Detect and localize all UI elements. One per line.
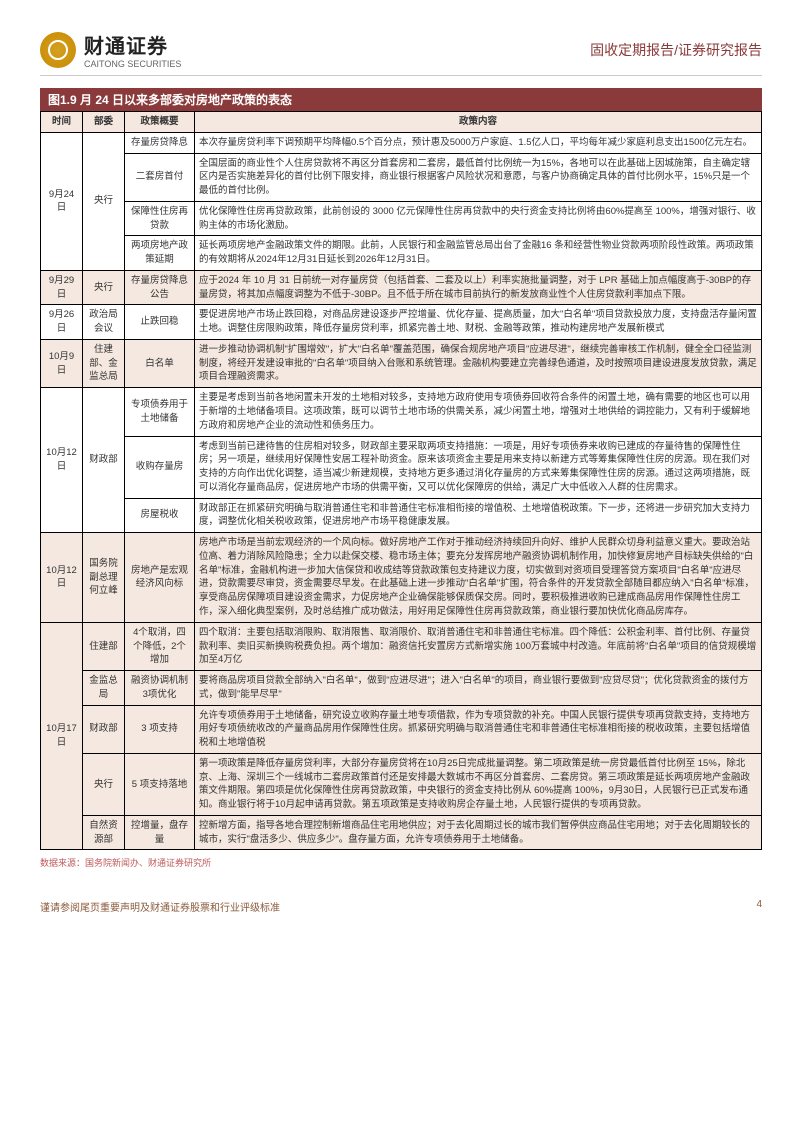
- cell-dept: 金监总局: [83, 671, 125, 706]
- cell-summary: 存量房贷降息公告: [125, 270, 195, 305]
- cell-dept: 央行: [83, 270, 125, 305]
- cell-content: 延长两项房地产金融政策文件的期限。此前，人民银行和金融监管总局出台了金融16 条…: [195, 236, 762, 271]
- page-number: 4: [756, 899, 762, 914]
- logo-icon: [40, 32, 76, 68]
- cell-summary: 二套房首付: [125, 153, 195, 201]
- table-row: 房屋税收财政部正在抓紧研究明确与取消普通住宅和非普通住宅标准相衔接的增值税、土地…: [41, 498, 762, 533]
- doc-type: 固收定期报告/证券研究报告: [590, 40, 762, 60]
- table-row: 9月26日政治局会议止跌回稳要促进房地产市场止跌回稳，对商品房建设逐步严控增量、…: [41, 305, 762, 340]
- cell-date: 9月29日: [41, 270, 83, 305]
- cell-summary: 控增量，盘存量: [125, 815, 195, 850]
- cell-summary: 4个取消，四个降低，2个增加: [125, 622, 195, 670]
- table-row: 收购存量房考虑到当前已建待售的住房相对较多，财政部主要采取两项支持措施：一项是，…: [41, 436, 762, 498]
- cell-dept: 政治局会议: [83, 305, 125, 340]
- cell-content: 房地产市场是当前宏观经济的一个风向标。做好房地产工作对于推动经济持续回升向好、维…: [195, 533, 762, 623]
- cell-date: 9月26日: [41, 305, 83, 340]
- cell-content: 要促进房地产市场止跌回稳，对商品房建设逐步严控增量、优化存量、提高质量，加大"白…: [195, 305, 762, 340]
- table-row: 10月12日国务院副总理何立峰房地产是宏观经济风向标房地产市场是当前宏观经济的一…: [41, 533, 762, 623]
- cell-date: 9月24日: [41, 132, 83, 270]
- table-row: 保障性住房再贷款优化保障性住房再贷款政策，此前创设的 3000 亿元保障性住房再…: [41, 201, 762, 236]
- table-row: 自然资源部控增量，盘存量控新增方面，指导各地合理控制新增商品住宅用地供应；对于去…: [41, 815, 762, 850]
- cell-summary: 5 项支持落地: [125, 753, 195, 815]
- logo-en: CAITONG SECURITIES: [84, 59, 181, 69]
- cell-content: 控新增方面，指导各地合理控制新增商品住宅用地供应；对于去化周期过长的城市我们暂停…: [195, 815, 762, 850]
- cell-content: 考虑到当前已建待售的住房相对较多，财政部主要采取两项支持措施：一项是，用好专项债…: [195, 436, 762, 498]
- cell-summary: 白名单: [125, 339, 195, 387]
- table-row: 二套房首付全国层面的商业性个人住房贷款将不再区分首套房和二套房，最低首付比例统一…: [41, 153, 762, 201]
- cell-summary: 融资协调机制3项优化: [125, 671, 195, 706]
- cell-dept: 住建部、金监总局: [83, 339, 125, 387]
- col-header: 政策概要: [125, 112, 195, 133]
- col-header: 时间: [41, 112, 83, 133]
- table-row: 两项房地产政策延期延长两项房地产金融政策文件的期限。此前，人民银行和金融监管总局…: [41, 236, 762, 271]
- logo-cn: 财通证券: [84, 30, 181, 59]
- cell-date: 10月9日: [41, 339, 83, 387]
- footer-disclaimer: 谨请参阅尾页重要声明及财通证券股票和行业评级标准: [40, 899, 280, 914]
- table-row: 10月9日住建部、金监总局白名单进一步推动协调机制"扩围增效"，扩大"白名单"覆…: [41, 339, 762, 387]
- cell-summary: 存量房贷降息: [125, 132, 195, 153]
- cell-content: 本次存量房贷利率下调预期平均降幅0.5个百分点，预计惠及5000万户家庭、1.5…: [195, 132, 762, 153]
- page-header: 财通证券 CAITONG SECURITIES 固收定期报告/证券研究报告: [40, 30, 762, 76]
- logo-block: 财通证券 CAITONG SECURITIES: [40, 30, 181, 69]
- cell-content: 全国层面的商业性个人住房贷款将不再区分首套房和二套房，最低首付比例统一为15%，…: [195, 153, 762, 201]
- table-row: 财政部3 项支持允许专项债券用于土地储备，研究设立收购存量土地专项借款，作为专项…: [41, 705, 762, 753]
- table-title: 图1.9 月 24 日以来多部委对房地产政策的表态: [40, 88, 762, 111]
- cell-summary: 房屋税收: [125, 498, 195, 533]
- table-row: 10月17日住建部4个取消，四个降低，2个增加四个取消：主要包括取消限购、取消限…: [41, 622, 762, 670]
- cell-content: 优化保障性住房再贷款政策，此前创设的 3000 亿元保障性住房再贷款中的央行资金…: [195, 201, 762, 236]
- cell-summary: 保障性住房再贷款: [125, 201, 195, 236]
- table-row: 9月29日央行存量房贷降息公告应于2024 年 10 月 31 日前统一对存量房…: [41, 270, 762, 305]
- cell-dept: 央行: [83, 132, 125, 270]
- cell-dept: 自然资源部: [83, 815, 125, 850]
- cell-summary: 止跌回稳: [125, 305, 195, 340]
- cell-summary: 3 项支持: [125, 705, 195, 753]
- cell-content: 财政部正在抓紧研究明确与取消普通住宅和非普通住宅标准相衔接的增值税、土地增值税政…: [195, 498, 762, 533]
- cell-dept: 财政部: [83, 388, 125, 533]
- cell-date: 10月17日: [41, 622, 83, 850]
- table-row: 10月12日财政部专项债券用于土地储备主要是考虑到当前各地闲置未开发的土地相对较…: [41, 388, 762, 436]
- cell-summary: 收购存量房: [125, 436, 195, 498]
- policy-table: 时间 部委 政策概要 政策内容 9月24日央行存量房贷降息本次存量房贷利率下调预…: [40, 111, 762, 850]
- col-header: 部委: [83, 112, 125, 133]
- cell-date: 10月12日: [41, 533, 83, 623]
- cell-content: 应于2024 年 10 月 31 日前统一对存量房贷（包括首套、二套及以上）利率…: [195, 270, 762, 305]
- cell-dept: 央行: [83, 753, 125, 815]
- cell-content: 要将商品房项目贷款全部纳入"白名单"，做到"应进尽进"；进入"白名单"的项目，商…: [195, 671, 762, 706]
- cell-dept: 财政部: [83, 705, 125, 753]
- cell-dept: 国务院副总理何立峰: [83, 533, 125, 623]
- cell-content: 主要是考虑到当前各地闲置未开发的土地相对较多，支持地方政府使用专项债券回收符合条…: [195, 388, 762, 436]
- table-row: 央行5 项支持落地第一项政策是降低存量房贷利率，大部分存量房贷将在10月25日完…: [41, 753, 762, 815]
- col-header: 政策内容: [195, 112, 762, 133]
- cell-content: 允许专项债券用于土地储备，研究设立收购存量土地专项借款，作为专项贷款的补充。中国…: [195, 705, 762, 753]
- cell-content: 进一步推动协调机制"扩围增效"，扩大"白名单"覆盖范围，确保合规房地产项目"应进…: [195, 339, 762, 387]
- cell-summary: 房地产是宏观经济风向标: [125, 533, 195, 623]
- cell-dept: 住建部: [83, 622, 125, 670]
- cell-content: 第一项政策是降低存量房贷利率，大部分存量房贷将在10月25日完成批量调整。第二项…: [195, 753, 762, 815]
- page-footer: 谨请参阅尾页重要声明及财通证券股票和行业评级标准 4: [40, 899, 762, 914]
- cell-date: 10月12日: [41, 388, 83, 533]
- table-row: 金监总局融资协调机制3项优化要将商品房项目贷款全部纳入"白名单"，做到"应进尽进…: [41, 671, 762, 706]
- table-row: 9月24日央行存量房贷降息本次存量房贷利率下调预期平均降幅0.5个百分点，预计惠…: [41, 132, 762, 153]
- data-source: 数据来源：国务院新闻办、财通证券研究所: [40, 856, 762, 869]
- cell-summary: 专项债券用于土地储备: [125, 388, 195, 436]
- cell-content: 四个取消：主要包括取消限购、取消限售、取消限价、取消普通住宅和非普通住宅标准。四…: [195, 622, 762, 670]
- cell-summary: 两项房地产政策延期: [125, 236, 195, 271]
